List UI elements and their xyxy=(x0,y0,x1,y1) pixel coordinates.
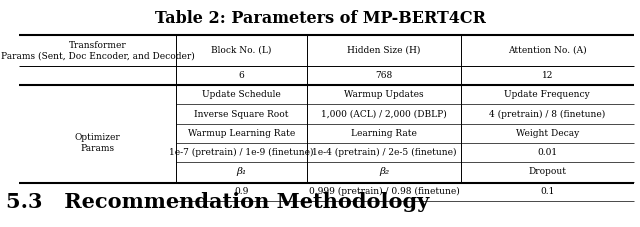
Text: Block No. (L): Block No. (L) xyxy=(211,46,272,55)
Text: 0.999 (pretrain) / 0.98 (finetune): 0.999 (pretrain) / 0.98 (finetune) xyxy=(308,187,460,196)
Text: Warmup Updates: Warmup Updates xyxy=(344,90,424,99)
Text: Dropout: Dropout xyxy=(528,168,566,176)
Text: 12: 12 xyxy=(541,71,553,80)
Text: Hidden Size (H): Hidden Size (H) xyxy=(348,46,420,55)
Text: Inverse Square Root: Inverse Square Root xyxy=(195,110,289,118)
Text: Weight Decay: Weight Decay xyxy=(516,129,579,138)
Text: Optimizer
Params: Optimizer Params xyxy=(75,133,120,153)
Text: 768: 768 xyxy=(376,71,392,80)
Text: β₁: β₁ xyxy=(237,168,246,176)
Text: 6: 6 xyxy=(239,71,244,80)
Text: 0.9: 0.9 xyxy=(234,187,249,196)
Text: β₂: β₂ xyxy=(379,168,389,176)
Text: 1e-4 (pretrain) / 2e-5 (finetune): 1e-4 (pretrain) / 2e-5 (finetune) xyxy=(312,148,456,157)
Text: Update Schedule: Update Schedule xyxy=(202,90,281,99)
Text: 0.01: 0.01 xyxy=(537,148,557,157)
Text: Warmup Learning Rate: Warmup Learning Rate xyxy=(188,129,295,138)
Text: Table 2: Parameters of MP-BERT4CR: Table 2: Parameters of MP-BERT4CR xyxy=(155,10,485,27)
Text: 0.1: 0.1 xyxy=(540,187,554,196)
Text: 4 (pretrain) / 8 (finetune): 4 (pretrain) / 8 (finetune) xyxy=(489,109,605,119)
Text: Attention No. (A): Attention No. (A) xyxy=(508,46,586,55)
Text: Learning Rate: Learning Rate xyxy=(351,129,417,138)
Text: 1,000 (ACL) / 2,000 (DBLP): 1,000 (ACL) / 2,000 (DBLP) xyxy=(321,110,447,118)
Text: Update Frequency: Update Frequency xyxy=(504,90,590,99)
Text: 5.3   Recommendation Methodology: 5.3 Recommendation Methodology xyxy=(6,192,429,212)
Text: Transformer
Params (Sent, Doc Encoder, and Decoder): Transformer Params (Sent, Doc Encoder, a… xyxy=(1,41,195,60)
Text: 1e-7 (pretrain) / 1e-9 (finetune): 1e-7 (pretrain) / 1e-9 (finetune) xyxy=(170,148,314,157)
